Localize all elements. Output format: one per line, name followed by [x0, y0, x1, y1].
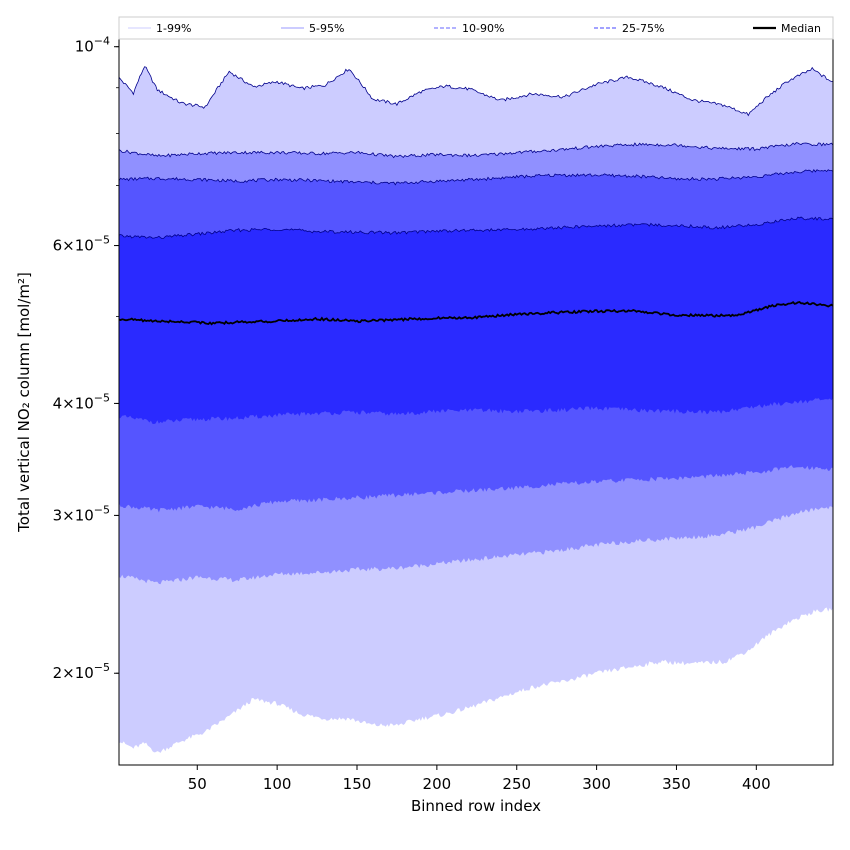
y-tick-label: 10−4: [75, 35, 110, 56]
y-tick-label: 2×10−5: [53, 661, 110, 682]
x-tick-label: 250: [502, 775, 531, 793]
band-25-75%: [119, 217, 833, 424]
y-tick-label: 6×10−5: [53, 234, 110, 255]
band-upper-edge-1-99%: [119, 66, 833, 117]
legend-label: 1-99%: [156, 22, 191, 35]
band-upper-edge-25-75%: [119, 216, 833, 240]
x-axis: 50 100 150 200 250 300 350 400: [188, 765, 771, 793]
y-axis: 10−4 6×10−5 4×10−5 3×10−5 2×10−5: [53, 35, 119, 682]
band-upper-edge-5-95%: [119, 142, 833, 159]
x-axis-label: Binned row index: [411, 797, 541, 815]
legend-label: Median: [781, 22, 821, 35]
legend: 1-99% 5-95% 10-90% 25-75% Median: [118, 16, 834, 40]
x-tick-label: 400: [742, 775, 771, 793]
band-upper-edge-10-90%: [119, 168, 833, 186]
x-tick-label: 300: [582, 775, 611, 793]
y-axis-label: Total vertical NO₂ column [mol/m²]: [15, 272, 33, 533]
legend-label: 5-95%: [309, 22, 344, 35]
legend-box: [118, 16, 834, 40]
x-tick-label: 50: [188, 775, 207, 793]
y-tick-label: 3×10−5: [53, 503, 110, 524]
x-tick-label: 350: [662, 775, 691, 793]
y-tick-label: 4×10−5: [53, 391, 110, 412]
x-tick-label: 150: [343, 775, 372, 793]
legend-label: 25-75%: [622, 22, 664, 35]
plot-area: [119, 66, 833, 753]
median-line: [119, 301, 833, 326]
legend-label: 10-90%: [462, 22, 504, 35]
x-tick-label: 200: [423, 775, 452, 793]
x-tick-label: 100: [263, 775, 292, 793]
